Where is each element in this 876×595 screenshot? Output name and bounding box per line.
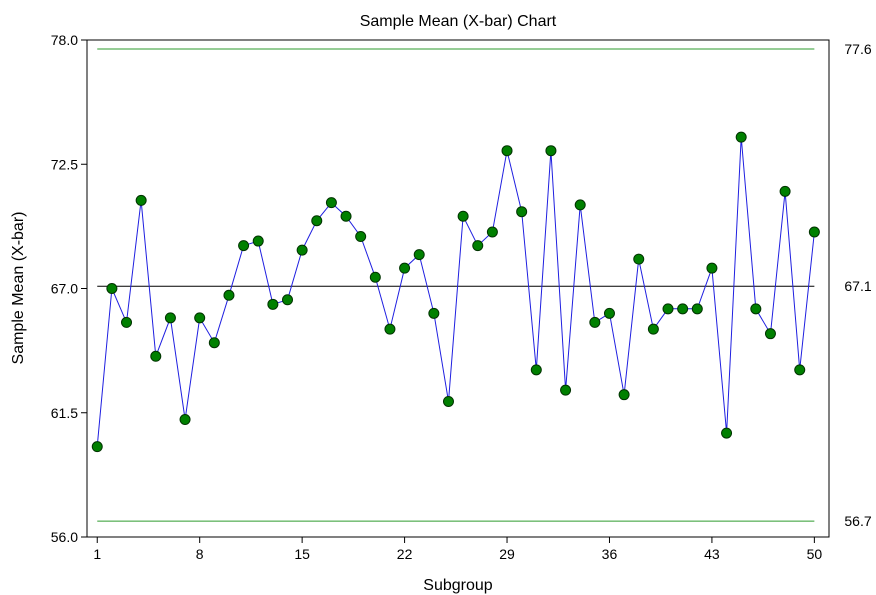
data-point [516,206,528,218]
data-point [589,316,601,328]
data-point [384,323,396,335]
data-point [399,262,411,274]
data-point [296,244,308,256]
data-point [267,298,279,310]
data-point [369,271,381,283]
data-point [808,226,820,238]
data-point [721,427,733,439]
data-point [750,303,762,315]
x-tick-label: 43 [704,546,720,562]
x-axis: 1 8 15 22 29 36 43 50 [93,537,822,562]
data-point [706,262,718,274]
data-point [677,303,689,315]
data-point [530,364,542,376]
y-tick-label: 61.5 [51,405,78,421]
series-line [96,137,815,447]
x-tick-label: 29 [499,546,515,562]
data-point [194,312,206,324]
data-point [779,185,791,197]
data-point [794,364,806,376]
data-point [428,307,440,319]
lcl-label: 56.7 [844,513,871,529]
data-point [223,289,235,301]
y-axis: 56.0 61.5 67.0 72.5 78.0 [51,32,87,545]
data-point [208,337,220,349]
data-point [560,384,572,396]
y-tick-label: 72.5 [51,156,78,172]
x-tick-label: 15 [294,546,310,562]
ucl-label: 77.6 [844,41,871,57]
data-point [325,197,337,209]
data-point [91,441,103,453]
data-series [91,131,820,453]
data-point [501,145,513,157]
data-point [764,328,776,340]
data-point [135,194,147,206]
data-point [311,215,323,227]
x-tick-label: 1 [93,546,101,562]
data-point [603,307,615,319]
data-point [735,131,747,143]
data-point [457,210,469,222]
data-point [252,235,264,247]
data-point [691,303,703,315]
y-tick-label: 78.0 [51,32,78,48]
data-point [618,389,630,401]
data-point [545,145,557,157]
data-point [121,316,133,328]
chart-title: Sample Mean (X-bar) Chart [360,13,557,30]
data-point [574,199,586,211]
center-label: 67.1 [844,278,871,294]
control-limits: 77.6 67.1 56.7 [97,41,872,529]
y-axis-title: Sample Mean (X-bar) [10,212,27,365]
x-tick-label: 50 [807,546,823,562]
x-tick-label: 22 [397,546,413,562]
data-point [662,303,674,315]
x-tick-label: 36 [602,546,618,562]
data-point [355,231,367,243]
data-point [472,240,484,252]
y-tick-label: 67.0 [51,281,78,297]
plot-area [86,39,830,538]
data-point [647,323,659,335]
data-point [106,283,118,294]
data-point [486,226,498,238]
data-point [282,294,294,306]
data-point [164,312,176,324]
data-point [340,210,352,222]
x-tick-label: 8 [196,546,204,562]
data-point [633,253,645,265]
y-tick-label: 56.0 [51,529,78,545]
data-point [150,350,162,362]
data-point [413,249,425,261]
data-point [179,414,191,426]
x-axis-title: Subgroup [423,577,492,594]
data-point [238,240,250,252]
data-point [442,395,454,407]
